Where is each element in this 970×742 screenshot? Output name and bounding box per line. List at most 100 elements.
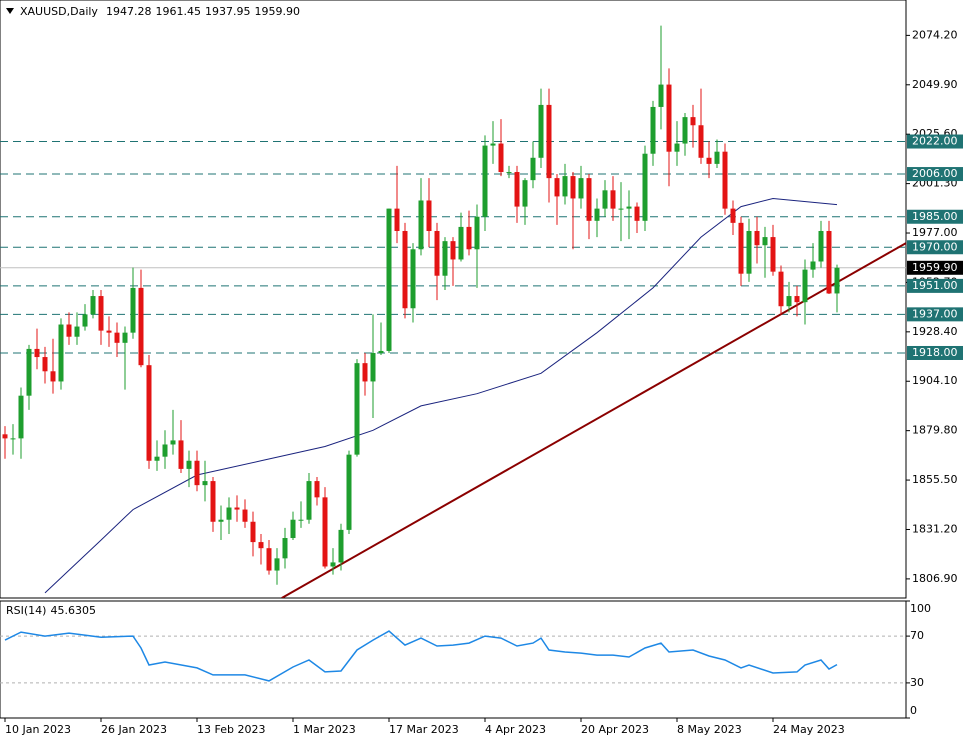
candle-body <box>314 481 320 498</box>
candle-body <box>106 330 112 333</box>
candle-body <box>50 371 56 382</box>
level-label-box <box>907 209 963 224</box>
rsi-tick-label: 70 <box>910 629 924 642</box>
candle-body <box>74 326 80 337</box>
candle-body <box>538 104 544 158</box>
rsi-tick-label: 30 <box>910 676 924 689</box>
candle-body <box>618 208 624 210</box>
menu-arrow[interactable] <box>6 8 14 14</box>
candle-body <box>754 230 760 246</box>
candle-body <box>346 454 352 530</box>
candle-body <box>186 460 192 469</box>
level-label: 1985.00 <box>912 210 958 223</box>
candle-body <box>818 230 824 262</box>
y-tick-label: 1977.00 <box>912 226 958 239</box>
candle-body <box>610 190 616 209</box>
candle-body <box>578 178 584 199</box>
candle-body <box>506 172 512 174</box>
candle-body <box>138 287 144 366</box>
candle-body <box>466 226 472 250</box>
candle-body <box>306 481 312 520</box>
trendline <box>281 242 906 598</box>
candle-body <box>586 178 592 221</box>
x-tick-label: 4 Apr 2023 <box>485 723 546 736</box>
candle-body <box>666 84 672 152</box>
candle-body <box>746 230 752 274</box>
rsi-tick-label: 100 <box>910 602 931 615</box>
moving-average <box>44 197 838 594</box>
candle-body <box>594 208 600 221</box>
candle-body <box>282 538 288 559</box>
candle-body <box>706 157 712 164</box>
rsi-pane <box>0 600 907 719</box>
candle-body <box>322 497 328 567</box>
candle-body <box>402 230 408 309</box>
candle-body <box>714 151 720 164</box>
candle-body <box>658 84 664 107</box>
candle-body <box>730 208 736 223</box>
level-label-box <box>907 134 963 149</box>
y-tick-label: 1831.20 <box>912 522 958 535</box>
candle-body <box>242 509 248 522</box>
candle-body <box>34 348 40 358</box>
x-tick-label: 10 Jan 2023 <box>5 723 71 736</box>
candle-body <box>634 206 640 221</box>
level-label: 1918.00 <box>912 346 958 359</box>
candle-body <box>202 481 208 486</box>
candle-body <box>778 271 784 307</box>
chart-title: XAUUSD,Daily 1947.28 1961.45 1937.95 1959.90 <box>20 5 300 18</box>
candle-body <box>410 249 416 309</box>
candle-body <box>386 208 392 351</box>
candle-body <box>626 206 632 209</box>
x-tick-label: 13 Feb 2023 <box>197 723 265 736</box>
candle-body <box>810 261 816 270</box>
candle-body <box>482 145 488 217</box>
candle-body <box>458 226 464 260</box>
x-tick-label: 17 Mar 2023 <box>389 723 459 736</box>
candle-body <box>442 241 448 276</box>
candle-body <box>770 237 776 272</box>
level-label: 2006.00 <box>912 167 958 180</box>
candle-body <box>738 222 744 274</box>
candle-body <box>170 440 176 445</box>
candle-body <box>362 363 368 382</box>
candle-body <box>722 151 728 209</box>
x-tick-label: 8 May 2023 <box>677 723 742 736</box>
level-label-box <box>907 278 963 293</box>
candle-body <box>98 296 104 331</box>
candle-body <box>490 143 496 146</box>
candle-body <box>130 287 136 333</box>
level-label: 1937.00 <box>912 307 958 320</box>
candle-body <box>82 314 88 327</box>
candle-body <box>682 117 688 144</box>
y-tick-label: 1855.50 <box>912 473 958 486</box>
candle-body <box>546 104 552 179</box>
y-tick-label: 2049.90 <box>912 78 958 91</box>
candle-body <box>210 481 216 522</box>
candle-body <box>58 324 64 382</box>
candle-body <box>162 444 168 457</box>
candle-body <box>66 324 72 337</box>
y-tick-label: 1928.40 <box>912 325 958 338</box>
candle-body <box>10 438 16 440</box>
y-tick-label: 2074.20 <box>912 28 958 41</box>
level-label: 1951.00 <box>912 279 958 292</box>
y-tick-label: 1806.90 <box>912 572 958 585</box>
candle-body <box>298 519 304 521</box>
candle-body <box>698 125 704 158</box>
x-tick-label: 1 Mar 2023 <box>293 723 356 736</box>
candle-body <box>554 178 560 197</box>
candle-body <box>786 296 792 307</box>
candle-body <box>522 180 528 207</box>
candle-body <box>2 434 8 439</box>
candle-body <box>226 507 232 520</box>
candle-body <box>794 296 800 303</box>
candle-body <box>570 176 576 199</box>
candle-body <box>378 350 384 353</box>
price-pane <box>0 0 907 599</box>
candle-body <box>826 230 832 294</box>
candle-body <box>642 153 648 221</box>
y-tick-label: 1904.10 <box>912 374 958 387</box>
candle-body <box>474 216 480 250</box>
